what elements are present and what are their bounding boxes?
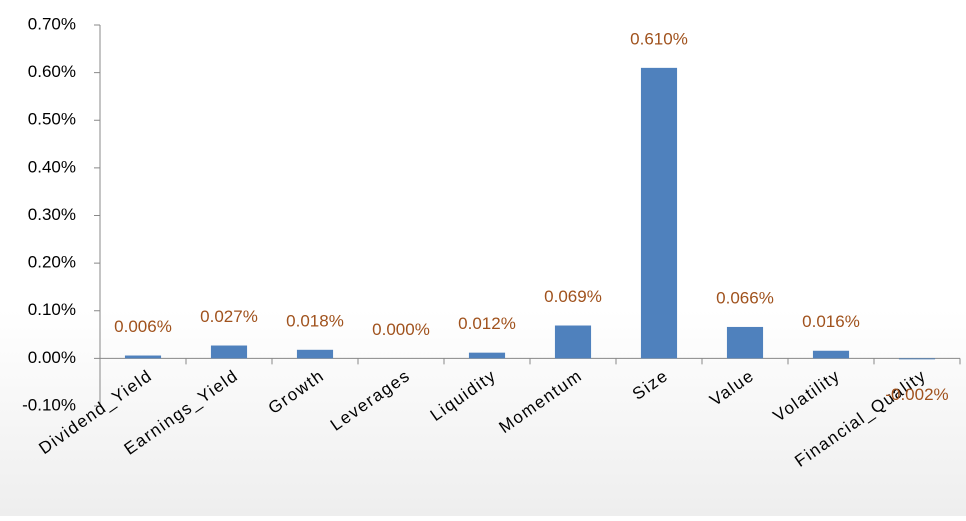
value-label: 0.012% [458, 314, 516, 333]
x-tick-label: Momentum [495, 366, 585, 437]
y-tick-label: -0.10% [22, 395, 76, 414]
y-tick-label: 0.20% [28, 253, 76, 272]
bar [640, 67, 678, 359]
y-tick-label: 0.30% [28, 205, 76, 224]
x-tick-label: Growth [265, 366, 328, 418]
value-label: 0.016% [802, 312, 860, 331]
y-tick-label: 0.70% [28, 14, 76, 33]
x-tick-label: Size [629, 366, 672, 404]
value-label: 0.000% [372, 320, 430, 339]
y-tick-label: 0.10% [28, 300, 76, 319]
value-label: 0.610% [630, 29, 688, 48]
value-label: -0.002% [885, 385, 948, 404]
bar [812, 350, 850, 359]
value-label: 0.006% [114, 317, 172, 336]
value-label: 0.018% [286, 311, 344, 330]
bar [296, 349, 334, 359]
y-tick-label: 0.60% [28, 62, 76, 81]
bar [898, 358, 936, 360]
bar [468, 352, 506, 359]
y-tick-label: 0.50% [28, 110, 76, 129]
x-tick-label: Volatility [770, 366, 844, 426]
value-label: 0.027% [200, 307, 258, 326]
y-tick-label: 0.40% [28, 157, 76, 176]
bar [554, 325, 592, 359]
bar [210, 345, 248, 359]
x-tick-label: Liquidity [427, 366, 500, 425]
bar [726, 326, 764, 359]
x-tick-label: Leverages [327, 366, 414, 435]
value-label: 0.066% [716, 288, 774, 307]
x-tick-label: Value [706, 366, 758, 410]
value-label: 0.069% [544, 287, 602, 306]
bar [124, 355, 162, 359]
y-tick-label: 0.00% [28, 348, 76, 367]
